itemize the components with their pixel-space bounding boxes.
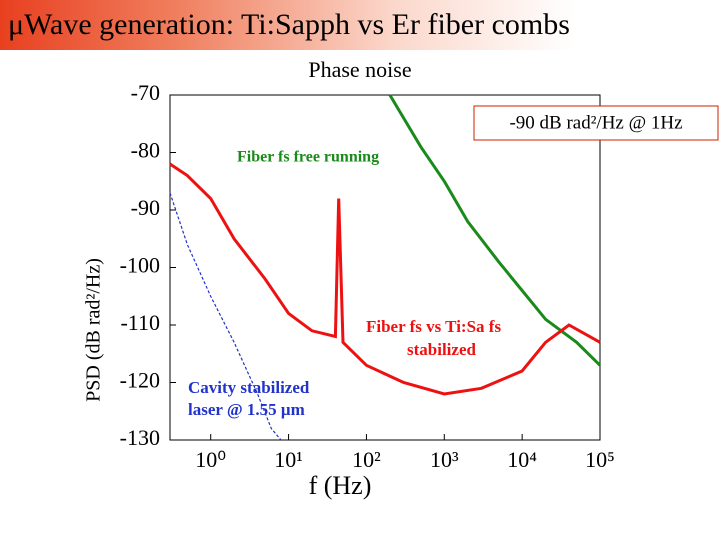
x-tick-label: 10¹ [274,447,303,472]
annotation: stabilized [407,340,476,359]
annotation: Fiber fs vs Ti:Sa fs [366,317,501,336]
annotation: Cavity stabilized [188,378,310,397]
y-tick-label: -90 [131,195,160,220]
y-tick-label: -80 [131,138,160,163]
slide-title: μWave generation: Ti:Sapph vs Er fiber c… [8,8,570,41]
y-tick-label: -70 [131,80,160,105]
annotation: Fiber fs free running [237,149,379,166]
y-tick-label: -110 [120,310,160,335]
chart-title: Phase noise [308,57,411,82]
x-tick-label: 10³ [430,447,459,472]
x-tick-label: 10⁵ [585,447,615,472]
y-axis-label: PSD (dB rad²/Hz) [83,258,105,402]
title-bar [0,0,720,50]
y-tick-label: -100 [120,253,160,278]
annotation: laser @ 1.55 μm [188,400,305,419]
x-tick-label: 10² [352,447,381,472]
annotation: -90 dB rad²/Hz @ 1Hz [509,112,682,133]
x-tick-label: 10⁰ [195,447,226,472]
x-axis-label: f (Hz) [309,471,372,500]
x-tick-label: 10⁴ [507,447,537,472]
series-line [169,192,282,441]
annotation-box [473,105,719,141]
y-tick-label: -120 [120,368,160,393]
y-tick-label: -130 [120,425,160,450]
series-line [169,162,601,396]
